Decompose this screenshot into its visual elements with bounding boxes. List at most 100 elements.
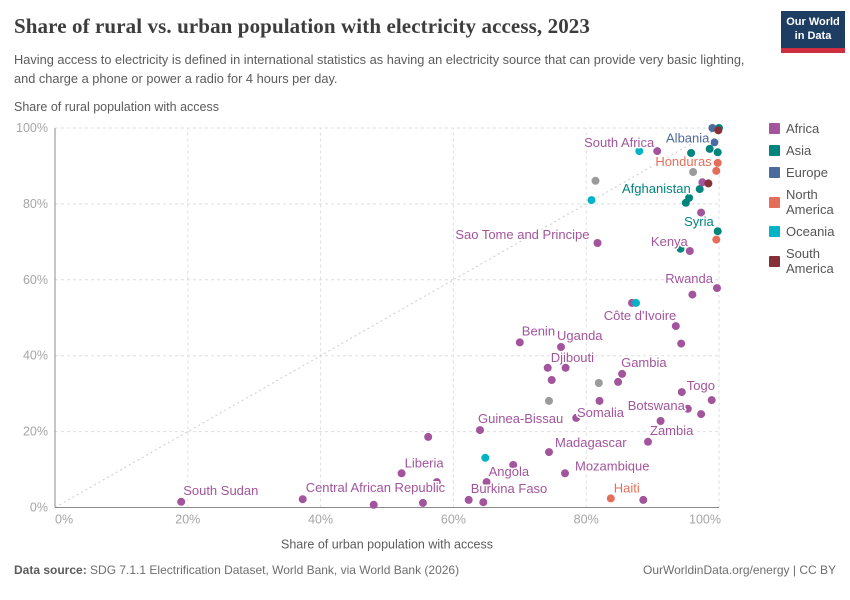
legend-item-north-america[interactable]: North America (769, 187, 850, 217)
data-point[interactable] (545, 396, 553, 405)
data-point-somalia[interactable] (595, 396, 604, 405)
data-point[interactable] (587, 196, 596, 205)
point-label-c-te-d-ivoire[interactable]: Côte d'Ivoire (602, 306, 678, 324)
data-point-albania[interactable] (710, 138, 719, 147)
data-point[interactable] (712, 166, 721, 175)
data-point[interactable] (561, 363, 570, 372)
data-point-benin[interactable] (515, 338, 524, 347)
data-point[interactable] (614, 377, 623, 386)
point-label-rwanda[interactable]: Rwanda (664, 270, 715, 288)
point-label-albania[interactable]: Albania (665, 129, 712, 147)
data-point[interactable] (432, 478, 441, 487)
point-label-djibouti[interactable]: Djibouti (549, 348, 595, 366)
point-label-togo[interactable]: Togo (685, 377, 716, 395)
point-label-mozambique[interactable]: Mozambique (574, 457, 651, 475)
data-point-haiti[interactable] (606, 494, 615, 503)
point-label-south-africa[interactable]: South Africa (583, 134, 657, 152)
data-point-guinea-bissau[interactable] (476, 426, 484, 435)
data-point-uganda[interactable] (557, 343, 565, 351)
point-label-benin[interactable]: Benin (520, 322, 556, 340)
data-point-madagascar[interactable] (545, 448, 553, 457)
point-label-zambia[interactable]: Zambia (649, 421, 696, 439)
data-point[interactable] (714, 126, 723, 135)
point-label-honduras[interactable]: Honduras (654, 152, 714, 170)
legend-item-oceania[interactable]: Oceania (769, 224, 850, 239)
legend-item-asia[interactable]: Asia (769, 143, 850, 158)
x-tick-label: 0% (55, 513, 73, 527)
data-point[interactable] (547, 376, 556, 384)
owid-logo[interactable]: Our World in Data (781, 11, 845, 53)
data-point[interactable] (639, 495, 648, 504)
data-point-honduras[interactable] (713, 158, 722, 167)
point-label-uganda[interactable]: Uganda (556, 327, 605, 345)
legend-item-europe[interactable]: Europe (769, 165, 850, 180)
data-point-gambia[interactable] (618, 369, 627, 378)
data-point-rwanda[interactable] (713, 284, 721, 293)
data-point[interactable] (681, 198, 690, 207)
data-point[interactable] (671, 322, 680, 331)
data-point[interactable] (688, 290, 697, 299)
point-label-syria[interactable]: Syria (683, 213, 716, 231)
data-point-sao-tome-and-principe[interactable] (593, 239, 602, 247)
data-point[interactable] (656, 417, 665, 425)
point-label-angola[interactable]: Angola (487, 463, 531, 481)
data-point-syria[interactable] (713, 227, 722, 236)
data-point[interactable] (687, 149, 696, 157)
point-label-sao-tome-and-principe[interactable]: Sao Tome and Principe (454, 226, 591, 244)
data-point[interactable] (635, 147, 644, 156)
data-point-central-african-republic[interactable] (298, 495, 307, 504)
data-point-liberia[interactable] (397, 469, 406, 478)
data-point[interactable] (697, 410, 706, 419)
legend-item-africa[interactable]: Africa (769, 121, 850, 136)
y-tick-label: 40% (23, 349, 48, 363)
data-point-afghanistan[interactable] (695, 185, 704, 194)
data-point[interactable] (632, 298, 640, 307)
data-point-zambia[interactable] (644, 437, 652, 446)
data-point[interactable] (572, 413, 581, 422)
point-label-kenya[interactable]: Kenya (649, 233, 690, 251)
point-label-madagascar[interactable]: Madagascar (554, 434, 629, 452)
data-point-burkina-faso[interactable] (464, 495, 473, 504)
legend-item-south-america[interactable]: South America (769, 246, 850, 276)
data-point[interactable] (697, 208, 706, 217)
data-point-togo[interactable] (677, 388, 686, 397)
data-point[interactable] (591, 176, 600, 185)
data-point[interactable] (689, 168, 698, 176)
point-label-somalia[interactable]: Somalia (576, 403, 627, 421)
data-point[interactable] (698, 178, 707, 187)
point-label-guinea-bissau[interactable]: Guinea-Bissau (477, 410, 565, 428)
point-label-central-african-republic[interactable]: Central African Republic (304, 479, 447, 497)
legend-swatch (769, 145, 780, 156)
data-point-south-africa[interactable] (653, 147, 662, 156)
data-point-mozambique[interactable] (561, 469, 569, 478)
point-label-botswana[interactable]: Botswana (626, 396, 687, 414)
data-point[interactable] (677, 339, 686, 348)
point-label-gambia[interactable]: Gambia (620, 353, 669, 371)
y-tick-label: 20% (23, 425, 48, 439)
credit-link[interactable]: OurWorldinData.org/energy | CC BY (643, 563, 836, 577)
point-label-burkina-faso[interactable]: Burkina Faso (469, 479, 549, 497)
point-label-south-sudan[interactable]: South Sudan (182, 481, 260, 499)
data-point[interactable] (479, 498, 488, 507)
data-point[interactable] (369, 500, 378, 509)
data-point[interactable] (707, 396, 716, 405)
data-point-botswana[interactable] (683, 404, 692, 413)
data-point[interactable] (509, 461, 518, 469)
data-point-djibouti[interactable] (543, 363, 552, 372)
data-point[interactable] (594, 379, 603, 387)
data-point-south-sudan[interactable] (177, 497, 186, 506)
data-point-angola[interactable] (482, 478, 491, 487)
data-point[interactable] (704, 179, 713, 188)
data-point[interactable] (705, 144, 714, 153)
data-point-kenya[interactable] (685, 247, 694, 255)
data-point[interactable] (713, 148, 722, 157)
data-point[interactable] (418, 498, 427, 507)
data-point[interactable] (712, 235, 721, 244)
point-label-afghanistan[interactable]: Afghanistan (621, 180, 693, 198)
point-label-haiti[interactable]: Haiti (612, 479, 641, 497)
point-label-liberia[interactable]: Liberia (403, 454, 446, 472)
data-point[interactable] (676, 244, 685, 253)
data-point[interactable] (481, 453, 490, 462)
data-point[interactable] (424, 432, 433, 441)
